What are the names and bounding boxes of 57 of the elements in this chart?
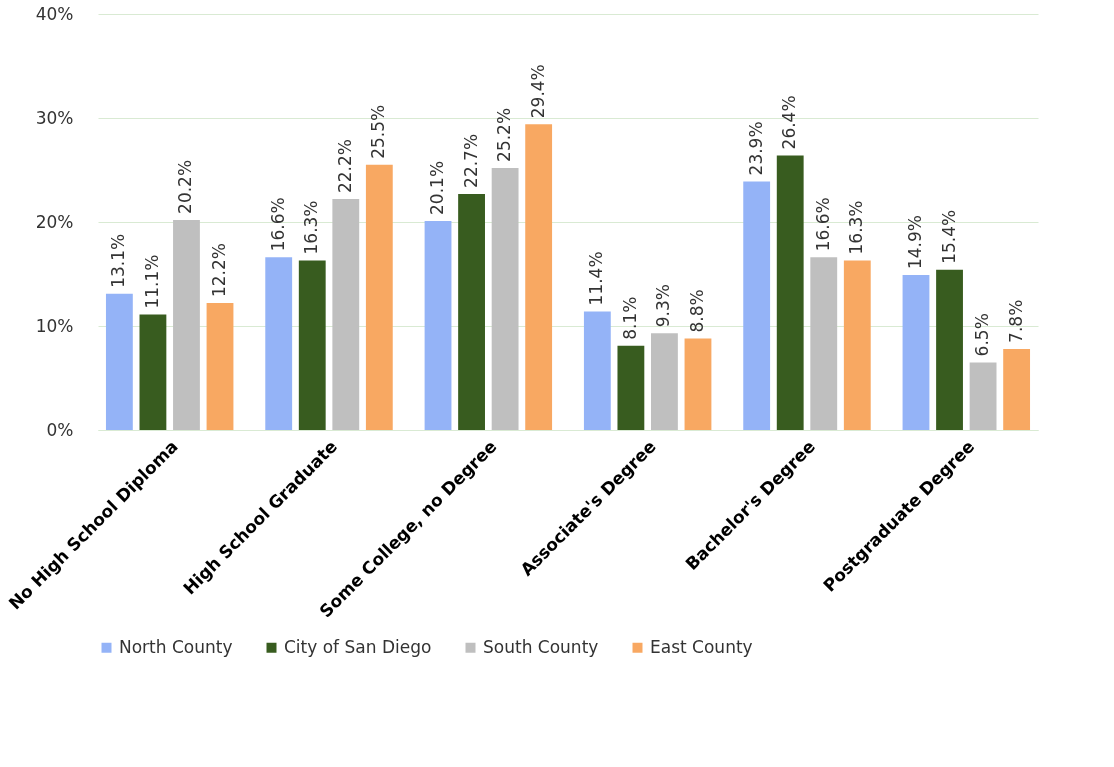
data-label: 25.5% bbox=[368, 104, 389, 159]
data-label: 11.4% bbox=[586, 251, 607, 306]
data-label: 20.1% bbox=[427, 160, 448, 215]
data-label: 14.9% bbox=[904, 215, 925, 270]
legend-label: East County bbox=[650, 636, 753, 657]
bar bbox=[105, 293, 133, 430]
bar bbox=[491, 167, 519, 430]
data-label: 9.3% bbox=[653, 284, 674, 328]
bar bbox=[173, 219, 200, 430]
data-label: 13.1% bbox=[108, 233, 129, 288]
y-tick-label: 30% bbox=[35, 107, 74, 128]
data-label: 16.3% bbox=[846, 200, 867, 255]
bar bbox=[265, 257, 293, 430]
bar bbox=[583, 311, 611, 430]
data-label: 29.4% bbox=[527, 64, 548, 119]
data-label: 20.2% bbox=[175, 159, 196, 214]
bar bbox=[332, 199, 360, 430]
bar bbox=[458, 193, 485, 430]
data-label: 8.8% bbox=[686, 289, 707, 333]
legend-label: South County bbox=[483, 636, 599, 657]
bar bbox=[843, 260, 871, 430]
bar bbox=[139, 314, 167, 430]
data-label: 22.7% bbox=[460, 133, 481, 188]
bar bbox=[902, 275, 930, 430]
data-label: 25.2% bbox=[494, 107, 515, 162]
data-label: 16.3% bbox=[301, 200, 322, 255]
bar bbox=[776, 155, 804, 430]
data-label: 12.2% bbox=[209, 243, 230, 298]
bar bbox=[206, 303, 234, 430]
legend-label: City of San Diego bbox=[284, 636, 432, 657]
bar bbox=[969, 362, 997, 430]
y-tick-label: 0% bbox=[46, 419, 74, 440]
bar bbox=[810, 257, 838, 430]
bar bbox=[743, 181, 771, 430]
bar bbox=[424, 220, 452, 430]
data-label: 11.1% bbox=[141, 254, 162, 309]
bar bbox=[936, 269, 963, 430]
data-label: 6.5% bbox=[972, 313, 993, 357]
data-label: 26.4% bbox=[779, 95, 800, 150]
legend-label: North County bbox=[119, 636, 233, 657]
bar bbox=[298, 260, 326, 430]
y-tick-label: 10% bbox=[35, 315, 74, 336]
data-label: 7.8% bbox=[1005, 299, 1026, 343]
y-tick-label: 40% bbox=[35, 3, 74, 24]
data-label: 15.4% bbox=[938, 209, 959, 264]
data-label: 22.2% bbox=[334, 139, 355, 194]
data-label: 16.6% bbox=[812, 197, 833, 252]
bar bbox=[684, 338, 712, 430]
bar bbox=[525, 124, 553, 430]
data-label: 16.6% bbox=[267, 197, 288, 252]
bar bbox=[365, 164, 393, 430]
y-tick-label: 20% bbox=[35, 211, 74, 232]
bar bbox=[617, 345, 645, 430]
bar bbox=[651, 333, 678, 430]
data-label: 23.9% bbox=[745, 121, 766, 176]
data-label: 8.1% bbox=[619, 296, 640, 340]
bar bbox=[1003, 348, 1031, 430]
